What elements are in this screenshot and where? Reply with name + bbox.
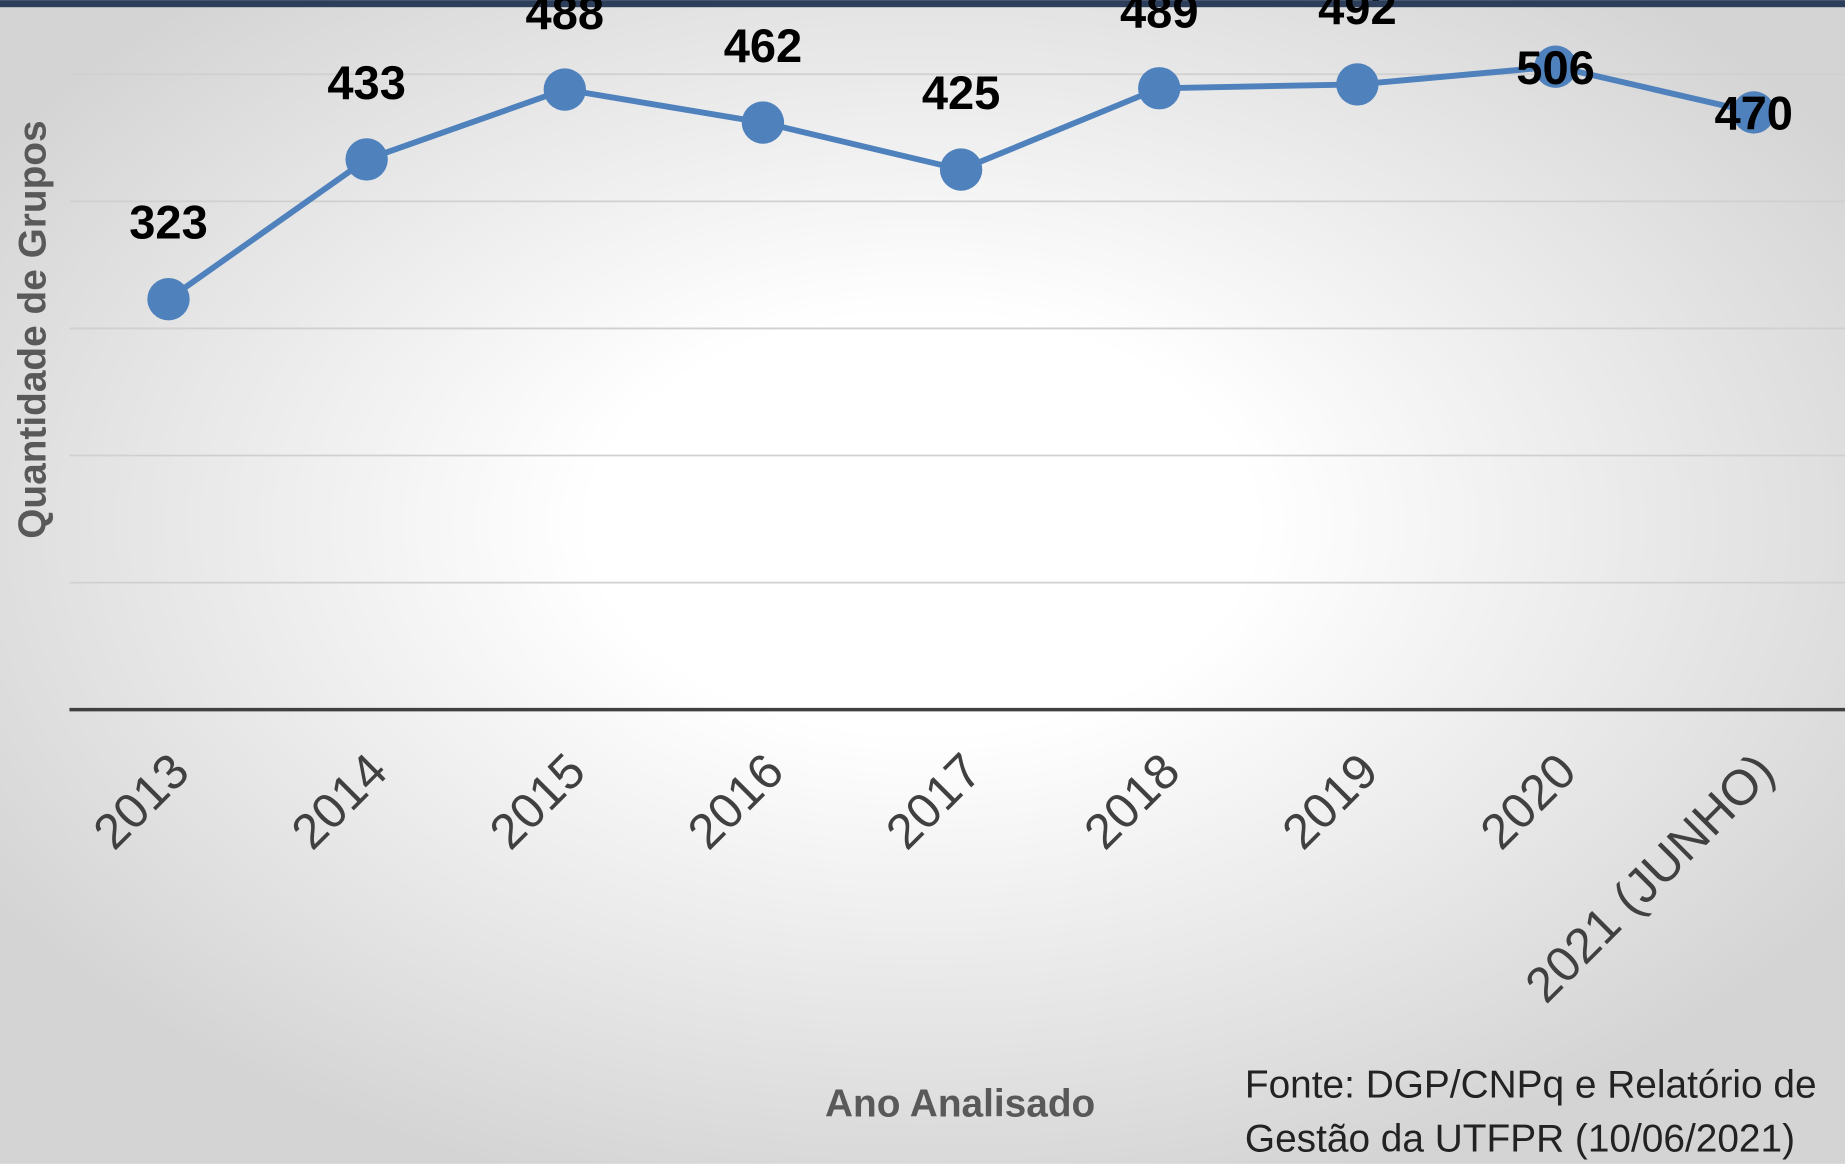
point — [1534, 45, 1577, 88]
point — [939, 148, 983, 191]
x-axis-title: Ano Analisado — [825, 1082, 1095, 1125]
point — [147, 278, 190, 321]
point — [345, 138, 388, 181]
data-label: 462 — [724, 19, 803, 72]
y-axis-title: Quantidade de Grupos — [12, 120, 55, 538]
top-bar — [0, 0, 1845, 8]
point — [543, 68, 586, 111]
data-label: 323 — [129, 196, 207, 249]
point — [1336, 63, 1379, 106]
data-label: 492 — [1318, 0, 1397, 34]
data-label: 425 — [922, 66, 1001, 119]
data-label: 433 — [327, 56, 406, 109]
source-line: Gestão da UTFPR (10/06/2021) — [1245, 1118, 1795, 1161]
data-label: 489 — [1120, 0, 1199, 38]
source-line: Fonte: DGP/CNPq e Relatório de — [1245, 1064, 1817, 1107]
point — [1138, 67, 1181, 110]
data-label: 506 — [1516, 41, 1595, 94]
point — [1732, 91, 1775, 134]
data-label: 470 — [1714, 87, 1793, 140]
point — [741, 101, 785, 144]
data-label: 488 — [526, 0, 605, 39]
